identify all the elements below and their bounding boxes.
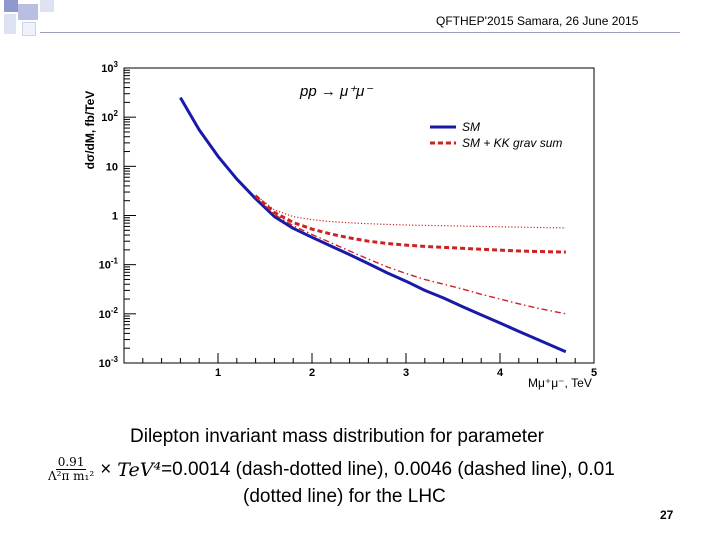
x-tick-label: 2 [309, 367, 315, 379]
unit-text: TeV⁴ [117, 458, 162, 481]
legend-label: SM + KK grav sum [462, 136, 562, 150]
decor-square [22, 22, 36, 36]
x-tick-label: 5 [591, 367, 597, 379]
slide-header: QFTHEP'2015 Samara, 26 June 2015 [436, 14, 639, 28]
series-line [255, 196, 566, 315]
y-tick-label: 102 [101, 109, 118, 124]
fraction-numerator: 0.91 [55, 455, 87, 470]
plot-frame [123, 67, 595, 364]
series-line [254, 194, 566, 254]
x-axis-label: Mμ⁺μ⁻, TeV [528, 376, 592, 390]
caption-line-2-text: =0.0014 (dash-dotted line), 0.0046 (dash… [161, 458, 615, 480]
decor-square [18, 4, 38, 20]
y-tick-label: 10-3 [99, 355, 119, 370]
decor-square [40, 0, 54, 12]
legend-label: SM [462, 120, 480, 134]
fraction-denominator: Λ²π m₁² [48, 469, 95, 483]
x-tick-label: 3 [403, 367, 409, 379]
y-tick-label: 10-2 [99, 306, 119, 321]
times-sign: × [100, 458, 112, 480]
caption-line-2: 0.91 Λ²π m₁² × TeV⁴ =0.0014 (dash-dotted … [48, 456, 720, 483]
y-tick-label: 103 [101, 60, 118, 75]
x-tick-label: 4 [497, 367, 504, 379]
decor-square [4, 14, 16, 34]
header-divider [40, 32, 680, 33]
y-axis-label: dσ/dM, fb/TeV [83, 91, 97, 170]
decor-square [4, 0, 18, 12]
caption-line-1: Dilepton invariant mass distribution for… [130, 426, 544, 447]
series-line [255, 194, 566, 229]
parameter-fraction: 0.91 Λ²π m₁² [48, 456, 94, 483]
y-tick-label: 10 [106, 161, 118, 173]
caption-line-3: (dotted line) for the LHC [243, 486, 446, 507]
x-tick-label: 1 [215, 367, 221, 379]
page-number: 27 [660, 508, 674, 522]
y-tick-label: 1 [112, 211, 118, 223]
y-tick-label: 10-1 [99, 257, 119, 272]
chart-title: pp → μ⁺μ⁻ [299, 83, 373, 100]
series-line [179, 96, 567, 354]
